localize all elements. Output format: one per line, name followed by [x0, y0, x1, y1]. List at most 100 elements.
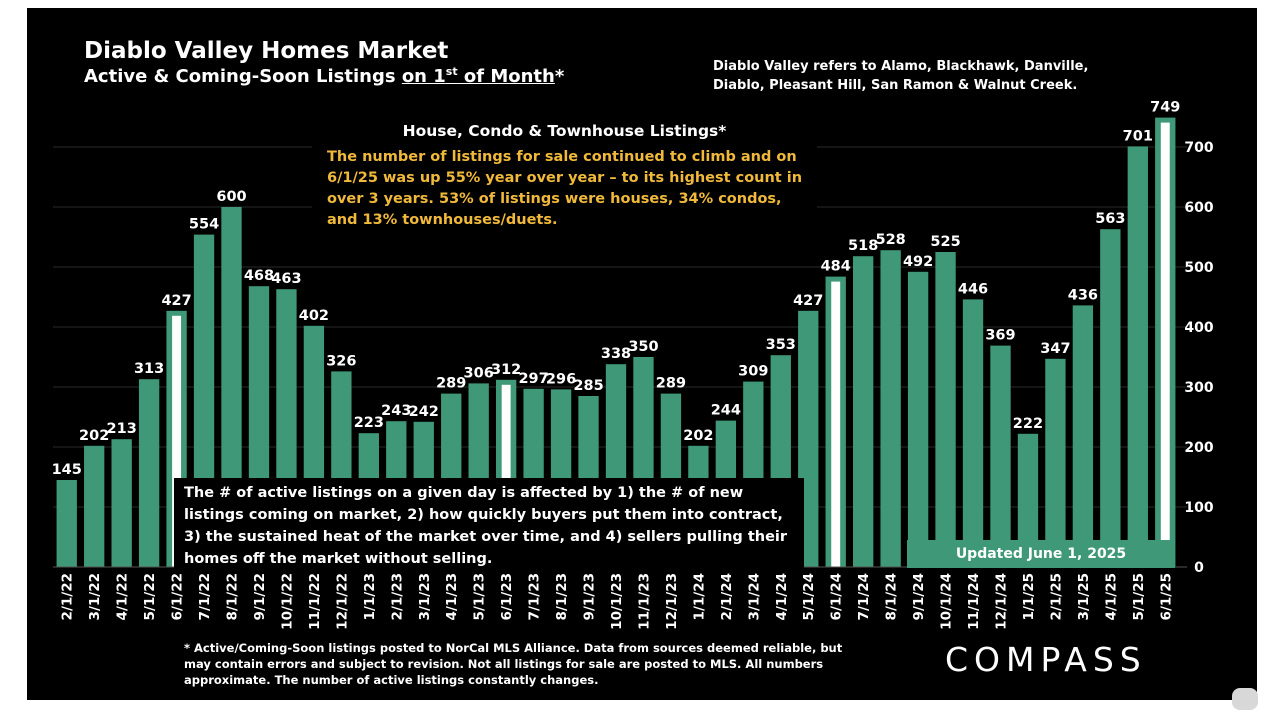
callout-bottom: The # of active listings on a given day … — [174, 478, 804, 570]
x-tick-label: 4/1/22 — [115, 573, 131, 620]
data-label: 525 — [930, 234, 960, 250]
x-tick-label: 9/1/23 — [582, 573, 598, 620]
data-label: 600 — [216, 189, 246, 205]
bar-highlight — [1160, 122, 1170, 567]
data-label: 202 — [683, 428, 713, 444]
bar — [1072, 305, 1094, 567]
x-tick-label: 3/1/22 — [87, 573, 103, 620]
footnote: * Active/Coming-Soon listings posted to … — [184, 641, 843, 687]
x-tick-label: 2/1/24 — [719, 573, 735, 620]
page-title: Diablo Valley Homes Market — [84, 38, 449, 64]
data-label: 463 — [271, 271, 301, 287]
data-label: 242 — [409, 404, 439, 420]
data-label: 436 — [1068, 287, 1098, 303]
bar — [853, 256, 874, 567]
bar — [56, 480, 77, 567]
y-tick-label: 0 — [1194, 560, 1204, 576]
data-label: 285 — [573, 378, 603, 394]
data-label: 369 — [985, 328, 1015, 344]
y-tick-label: 700 — [1184, 140, 1213, 156]
x-tick-label: 5/1/23 — [472, 573, 488, 620]
data-label: 350 — [628, 339, 658, 355]
x-tick-label: 3/1/24 — [746, 573, 762, 620]
data-label: 145 — [52, 462, 82, 478]
bar — [84, 445, 105, 567]
x-tick-label: 6/1/24 — [829, 573, 845, 620]
x-tick-label: 2/1/25 — [1048, 573, 1064, 620]
x-tick-label: 4/1/25 — [1103, 573, 1119, 620]
data-label: 223 — [354, 415, 384, 431]
data-label: 446 — [958, 281, 988, 297]
data-label: 296 — [546, 371, 576, 387]
subtitle-underlined: on 1st of Month — [401, 65, 555, 87]
compass-logo: COMPASS — [945, 640, 1147, 679]
data-label: 243 — [381, 403, 411, 419]
bar — [1017, 433, 1039, 567]
slide: 0 100 200 300 400 500 600 700 145 2/1/22 202 3/1/22… — [27, 8, 1257, 700]
data-label: 297 — [518, 371, 548, 387]
subtitle-on: on 1 — [401, 66, 446, 87]
x-tick-label: 5/1/24 — [801, 573, 817, 620]
y-tick-label: 100 — [1184, 500, 1213, 516]
data-label: 309 — [738, 364, 768, 380]
x-tick-label: 8/1/23 — [554, 573, 570, 620]
x-tick-label: 11/1/24 — [966, 573, 982, 630]
subtitle-ordinal: st — [445, 65, 458, 78]
x-tick-label: 1/1/23 — [362, 573, 378, 620]
x-tick-label: 7/1/22 — [197, 573, 213, 620]
x-tick-label: 7/1/24 — [856, 573, 872, 620]
bar — [935, 252, 956, 567]
x-tick-label: 12/1/24 — [993, 573, 1009, 630]
callout-body: The number of listings for sale continue… — [327, 149, 803, 228]
bar — [962, 299, 984, 567]
x-tick-label: 12/1/22 — [334, 573, 350, 630]
x-tick-label: 9/1/22 — [252, 573, 268, 620]
data-label: 347 — [1040, 341, 1070, 357]
x-tick-label: 6/1/22 — [170, 573, 186, 620]
subtitle-prefix: Active & Coming-Soon Listings — [84, 66, 402, 87]
bar — [907, 271, 929, 567]
x-tick-label: 12/1/23 — [664, 573, 680, 630]
data-label: 492 — [903, 254, 933, 270]
region-definition: Diablo Valley refers to Alamo, Blackhawk… — [713, 59, 1089, 93]
x-tick-label: 10/1/23 — [609, 573, 625, 630]
y-tick-label: 200 — [1184, 440, 1213, 456]
x-tick-label: 9/1/24 — [911, 573, 927, 620]
bar-highlight — [831, 281, 841, 567]
x-tick-label: 6/1/23 — [499, 573, 515, 620]
y-tick-label: 400 — [1184, 320, 1213, 336]
x-tick-label: 8/1/24 — [884, 573, 900, 620]
data-label: 427 — [793, 293, 823, 309]
bar — [990, 345, 1011, 567]
data-label: 289 — [436, 376, 466, 392]
data-label: 306 — [464, 365, 494, 381]
x-tick-label: 10/1/22 — [279, 573, 295, 630]
bar — [1127, 146, 1148, 567]
data-label: 468 — [244, 268, 274, 284]
data-label: 313 — [134, 361, 164, 377]
x-tick-label: 11/1/23 — [636, 573, 652, 630]
data-label: 749 — [1150, 100, 1180, 116]
subtitle-month: of Month — [457, 66, 555, 87]
data-label: 402 — [299, 308, 329, 324]
data-label: 312 — [491, 362, 521, 378]
subtitle-asterisk: * — [554, 66, 565, 87]
data-label: 484 — [821, 259, 851, 275]
y-tick-label: 600 — [1184, 200, 1213, 216]
y-tick-label: 300 — [1184, 380, 1213, 396]
x-tick-label: 2/1/22 — [60, 573, 76, 620]
y-tick-label: 500 — [1184, 260, 1213, 276]
x-tick-label: 4/1/24 — [774, 573, 790, 620]
x-tick-label: 3/1/25 — [1076, 573, 1092, 620]
data-label: 202 — [79, 428, 109, 444]
data-label: 222 — [1013, 416, 1043, 432]
data-label: 244 — [711, 403, 741, 419]
data-label: 528 — [875, 232, 905, 248]
data-label: 326 — [326, 353, 356, 369]
callout-heading: House, Condo & Townhouse Listings* — [402, 122, 727, 140]
bar — [1100, 229, 1121, 567]
x-tick-label: 7/1/23 — [527, 573, 543, 620]
bar — [221, 207, 242, 567]
data-label: 554 — [189, 217, 219, 233]
bar-highlight — [501, 384, 511, 567]
